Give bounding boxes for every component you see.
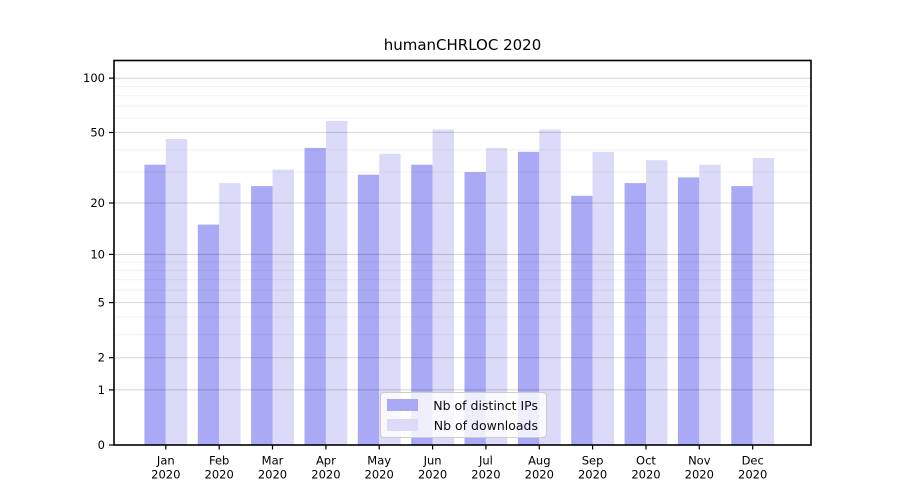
bar-distinct-ips-feb xyxy=(197,224,220,445)
legend-label-downloads: Nb of downloads xyxy=(433,417,538,433)
bar-downloads-dec xyxy=(752,158,775,445)
legend: Nb of distinct IPs Nb of downloads xyxy=(380,392,547,438)
y-tick-label-2: 2 xyxy=(98,351,105,365)
x-tick-label-month-dec: Dec xyxy=(742,454,764,468)
x-tick-label-month-mar: Mar xyxy=(262,454,284,468)
bar-downloads-may xyxy=(379,153,401,446)
bar-distinct-ips-jun xyxy=(411,164,433,445)
y-tick-label-5: 5 xyxy=(98,296,105,310)
bar-downloads-jun xyxy=(432,129,454,445)
y-tick-label-100: 100 xyxy=(83,71,105,85)
x-tick-label-year-jun: 2020 xyxy=(418,468,447,482)
y-tick-label-0: 0 xyxy=(98,438,105,452)
x-tick-label-year-sep: 2020 xyxy=(578,468,607,482)
bar-distinct-ips-mar xyxy=(251,186,273,445)
legend-swatch-distinct-ips xyxy=(387,399,418,411)
x-tick-label-month-jun: Jun xyxy=(423,454,442,468)
x-tick-label-month-apr: Apr xyxy=(316,454,336,468)
x-tick-label-month-may: May xyxy=(367,454,391,468)
legend-label-distinct-ips: Nb of distinct IPs xyxy=(433,397,538,413)
x-tick-label-year-aug: 2020 xyxy=(525,468,554,482)
bar-downloads-sep xyxy=(592,151,614,446)
bar-distinct-ips-aug xyxy=(517,151,540,446)
legend-item-distinct-ips: Nb of distinct IPs xyxy=(387,397,538,413)
x-tick-label-month-feb: Feb xyxy=(209,454,229,468)
x-tick-label-year-nov: 2020 xyxy=(685,468,714,482)
x-tick-label-month-aug: Aug xyxy=(528,454,550,468)
x-tick-label-year-dec: 2020 xyxy=(738,468,767,482)
bar-distinct-ips-jul xyxy=(464,172,486,445)
bar-downloads-apr xyxy=(325,120,348,446)
x-tick-label-year-feb: 2020 xyxy=(205,468,234,482)
bar-downloads-jul xyxy=(485,147,508,445)
y-tick-label-20: 20 xyxy=(90,196,105,210)
y-tick-label-1: 1 xyxy=(98,383,105,397)
bar-downloads-oct xyxy=(646,160,668,445)
bar-downloads-nov xyxy=(699,164,721,445)
x-tick-label-year-jul: 2020 xyxy=(471,468,500,482)
bar-downloads-aug xyxy=(539,129,561,445)
chart-title: humanCHRLOC 2020 xyxy=(383,36,542,54)
bar-distinct-ips-oct xyxy=(624,183,646,445)
y-tick-label-10: 10 xyxy=(90,247,105,261)
x-tick-label-month-jul: Jul xyxy=(478,454,493,468)
x-tick-label-year-may: 2020 xyxy=(365,468,394,482)
bar-distinct-ips-apr xyxy=(304,147,326,445)
bar-downloads-mar xyxy=(272,169,294,445)
bar-downloads-jan xyxy=(165,139,188,445)
legend-item-downloads: Nb of downloads xyxy=(387,417,538,433)
bar-distinct-ips-jan xyxy=(144,164,166,445)
bar-distinct-ips-may xyxy=(357,174,380,445)
x-tick-label-year-oct: 2020 xyxy=(631,468,660,482)
y-tick-label-50: 50 xyxy=(90,126,105,140)
x-tick-label-year-jan: 2020 xyxy=(151,468,180,482)
bar-distinct-ips-sep xyxy=(571,195,593,445)
bar-distinct-ips-nov xyxy=(677,177,700,445)
x-tick-label-year-mar: 2020 xyxy=(258,468,287,482)
x-tick-label-month-sep: Sep xyxy=(582,454,604,468)
plot-border xyxy=(113,59,812,446)
x-tick-label-month-jan: Jan xyxy=(156,454,175,468)
bar-distinct-ips-dec xyxy=(731,186,753,445)
bar-downloads-feb xyxy=(219,183,241,445)
x-tick-label-month-nov: Nov xyxy=(688,454,711,468)
x-tick-label-month-oct: Oct xyxy=(636,454,656,468)
legend-swatch-downloads xyxy=(387,419,418,431)
x-tick-label-year-apr: 2020 xyxy=(311,468,340,482)
